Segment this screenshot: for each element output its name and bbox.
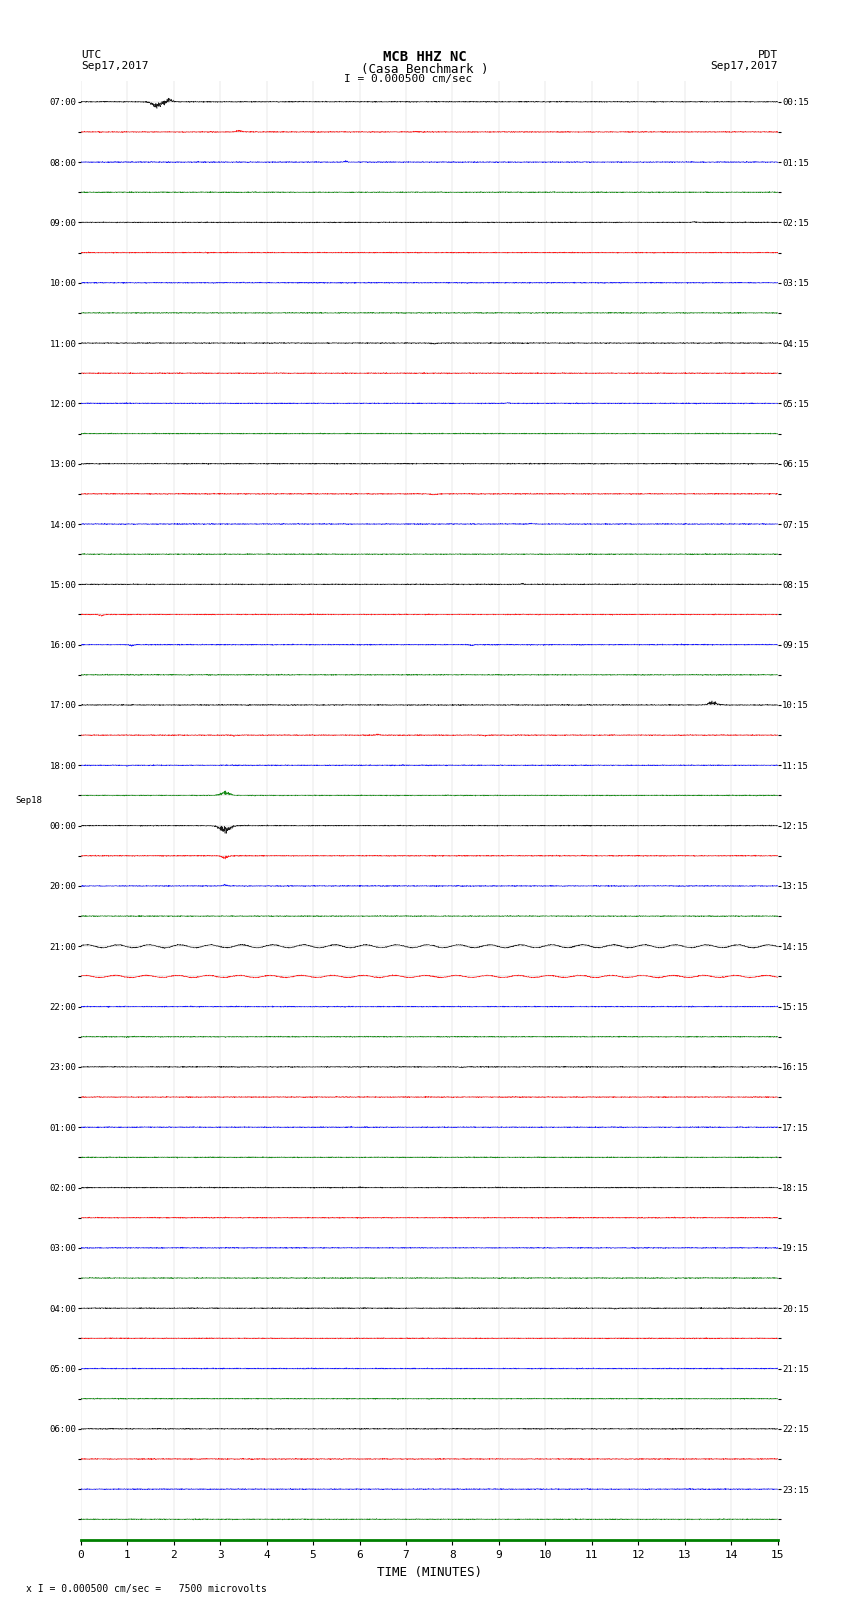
Text: Sep17,2017: Sep17,2017 [81, 61, 148, 71]
Text: Sep18: Sep18 [15, 797, 42, 805]
Text: UTC: UTC [81, 50, 101, 60]
Text: Sep17,2017: Sep17,2017 [711, 61, 778, 71]
Text: x I = 0.000500 cm/sec =   7500 microvolts: x I = 0.000500 cm/sec = 7500 microvolts [26, 1584, 266, 1594]
X-axis label: TIME (MINUTES): TIME (MINUTES) [377, 1566, 482, 1579]
Text: (Casa Benchmark ): (Casa Benchmark ) [361, 63, 489, 76]
Text: I = 0.000500 cm/sec: I = 0.000500 cm/sec [344, 74, 472, 84]
Text: PDT: PDT [757, 50, 778, 60]
Text: MCB HHZ NC: MCB HHZ NC [383, 50, 467, 65]
